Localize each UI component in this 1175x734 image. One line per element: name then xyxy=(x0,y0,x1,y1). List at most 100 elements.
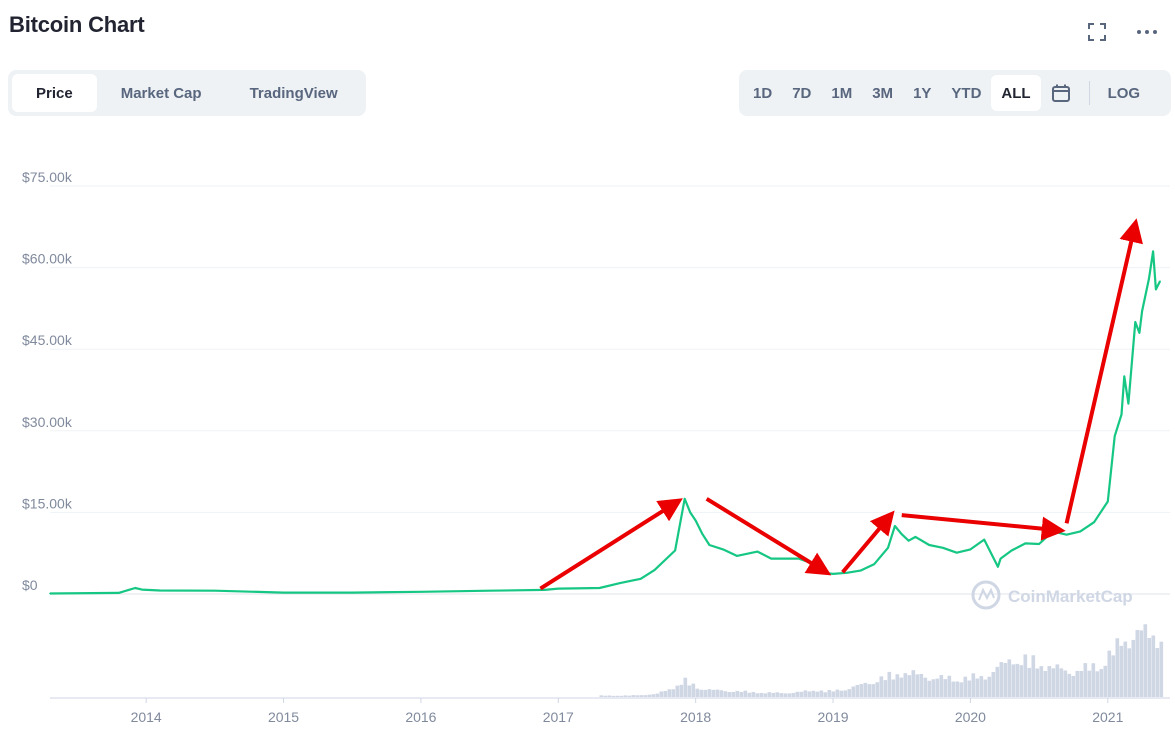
volume-bar xyxy=(955,681,960,697)
price-point xyxy=(907,539,910,542)
price-point xyxy=(1148,277,1150,280)
volume-bar xyxy=(971,673,976,697)
volume-bar xyxy=(1079,670,1084,697)
range-1y-button[interactable]: 1Y xyxy=(913,84,932,102)
volume-bar xyxy=(1035,668,1040,697)
x-tick-label: 2015 xyxy=(268,709,299,725)
price-point xyxy=(1024,542,1027,545)
price-point xyxy=(1093,521,1095,523)
volume-bar xyxy=(851,686,856,697)
volume-bar xyxy=(1059,668,1064,697)
volume-bar xyxy=(891,679,896,697)
volume-bar xyxy=(911,670,916,697)
annotation-arrow xyxy=(1064,218,1143,524)
volume-bar xyxy=(771,692,776,697)
price-point xyxy=(818,571,821,574)
price-point xyxy=(351,591,354,594)
volume-bar xyxy=(863,682,868,697)
y-tick-label: $0 xyxy=(22,577,38,593)
range-ytd-button[interactable]: YTD xyxy=(951,84,982,102)
price-point xyxy=(694,519,697,522)
price-point xyxy=(722,548,724,551)
price-point xyxy=(1123,375,1126,378)
volume-bar xyxy=(1047,666,1052,697)
range-7d-button[interactable]: 7D xyxy=(792,84,812,102)
volume-bar xyxy=(795,691,800,697)
volume-bar xyxy=(799,691,804,697)
volume-bar xyxy=(867,684,872,697)
tab-price[interactable]: Price xyxy=(12,74,97,112)
volume-bar xyxy=(751,692,756,697)
y-tick-label: $75.00k xyxy=(22,169,73,185)
calendar-icon[interactable] xyxy=(1041,75,1081,111)
volume-bar xyxy=(919,673,924,697)
price-point xyxy=(914,536,917,538)
volume-bar xyxy=(931,679,936,697)
price-point xyxy=(797,557,800,560)
tab-tradingview[interactable]: TradingView xyxy=(249,84,338,102)
coinmarketcap-logo-mark xyxy=(978,587,995,601)
price-point xyxy=(845,571,848,574)
volume-bar xyxy=(755,693,760,697)
volume-bar xyxy=(975,678,980,697)
more-icon[interactable] xyxy=(1135,20,1159,44)
price-point xyxy=(859,569,862,572)
volume-bar xyxy=(1159,641,1164,697)
volume-bar xyxy=(703,689,708,697)
range-all-button[interactable]: ALL xyxy=(991,75,1041,111)
x-tick-label: 2020 xyxy=(955,709,986,725)
range-3m-button[interactable]: 3M xyxy=(872,84,894,102)
volume-bar xyxy=(883,680,888,697)
range-1d-button[interactable]: 1D xyxy=(753,84,773,102)
volume-bar xyxy=(695,688,700,697)
volume-bar xyxy=(663,690,668,697)
volume-bar xyxy=(951,681,956,697)
y-tick-label: $60.00k xyxy=(22,251,73,267)
volume-bar xyxy=(707,689,712,697)
fullscreen-icon[interactable] xyxy=(1085,20,1109,44)
volume-bar xyxy=(899,677,904,697)
page-title: Bitcoin Chart xyxy=(9,12,145,37)
volume-bar xyxy=(1043,671,1048,697)
volume-bar xyxy=(895,674,900,697)
range-1m-button[interactable]: 1M xyxy=(831,84,853,102)
volume-bar xyxy=(999,662,1004,697)
volume-bar xyxy=(887,671,892,697)
volume-bar xyxy=(1075,670,1080,697)
volume-bar xyxy=(835,689,840,697)
price-point xyxy=(770,557,773,560)
volume-bar xyxy=(603,695,608,697)
log-scale-toggle[interactable]: LOG xyxy=(1107,84,1141,102)
volume-bar xyxy=(1099,669,1104,697)
volume-bar xyxy=(619,695,624,697)
price-point xyxy=(1106,500,1109,503)
volume-bar xyxy=(859,684,864,697)
volume-bar xyxy=(687,685,692,697)
volume-bar xyxy=(627,695,632,697)
volume-bar xyxy=(683,677,688,697)
price-point xyxy=(1155,288,1157,291)
volume-bar xyxy=(1135,629,1140,697)
tab-market-cap[interactable]: Market Cap xyxy=(120,84,202,102)
y-tick-label: $30.00k xyxy=(22,414,73,430)
price-point xyxy=(928,544,931,546)
volume-bar xyxy=(959,682,964,697)
price-point xyxy=(887,546,889,549)
volume-bar xyxy=(1095,671,1100,697)
range-divider xyxy=(1088,81,1090,105)
volume-bar xyxy=(1091,663,1096,697)
volume-bar xyxy=(655,693,660,697)
volume-bar xyxy=(807,691,812,697)
volume-bar xyxy=(1151,635,1156,697)
volume-bar xyxy=(631,695,636,697)
volume-bar xyxy=(923,677,928,697)
volume-bar xyxy=(1015,663,1020,697)
volume-bar xyxy=(927,680,932,697)
y-tick-label: $15.00k xyxy=(22,495,73,511)
price-point xyxy=(1127,402,1130,405)
price-point xyxy=(873,563,876,565)
volume-bar xyxy=(1051,668,1056,697)
price-point xyxy=(214,589,216,592)
chart-type-tabs: Price Market Cap TradingView xyxy=(8,70,366,116)
volume-bar xyxy=(947,675,952,697)
